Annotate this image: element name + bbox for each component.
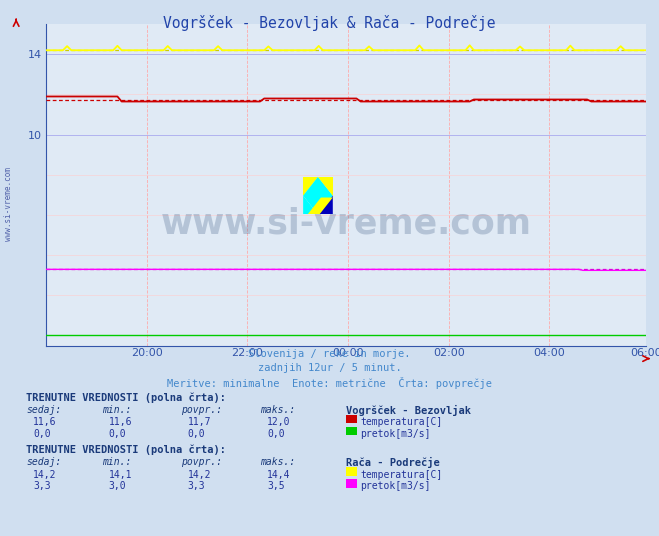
Text: 11,6: 11,6 xyxy=(33,417,57,427)
Text: maks.:: maks.: xyxy=(260,405,295,415)
Text: 0,0: 0,0 xyxy=(33,429,51,439)
Polygon shape xyxy=(318,177,333,196)
Polygon shape xyxy=(303,177,318,196)
Text: pretok[m3/s]: pretok[m3/s] xyxy=(360,481,431,492)
Text: www.si-vreme.com: www.si-vreme.com xyxy=(4,167,13,241)
Text: 14,2: 14,2 xyxy=(188,470,212,480)
Polygon shape xyxy=(318,196,333,214)
Text: Meritve: minimalne  Enote: metrične  Črta: povprečje: Meritve: minimalne Enote: metrične Črta:… xyxy=(167,377,492,389)
Text: maks.:: maks.: xyxy=(260,457,295,467)
Text: Rača - Podrečje: Rača - Podrečje xyxy=(346,457,440,468)
Text: 14,1: 14,1 xyxy=(109,470,132,480)
Text: zadnjih 12ur / 5 minut.: zadnjih 12ur / 5 minut. xyxy=(258,363,401,374)
Text: Vogršček - Bezovljak: Vogršček - Bezovljak xyxy=(346,405,471,416)
Text: www.si-vreme.com: www.si-vreme.com xyxy=(161,206,531,241)
Text: Vogršček - Bezovljak & Rača - Podrečje: Vogršček - Bezovljak & Rača - Podrečje xyxy=(163,15,496,31)
Text: min.:: min.: xyxy=(102,405,132,415)
Text: Slovenija / reke in morje.: Slovenija / reke in morje. xyxy=(248,349,411,360)
Text: 11,7: 11,7 xyxy=(188,417,212,427)
Text: 3,0: 3,0 xyxy=(109,481,127,492)
Text: TRENUTNE VREDNOSTI (polna črta):: TRENUTNE VREDNOSTI (polna črta): xyxy=(26,392,226,403)
Polygon shape xyxy=(308,198,333,214)
Text: 3,3: 3,3 xyxy=(33,481,51,492)
Text: 14,4: 14,4 xyxy=(267,470,291,480)
Text: TRENUTNE VREDNOSTI (polna črta):: TRENUTNE VREDNOSTI (polna črta): xyxy=(26,445,226,456)
Text: 12,0: 12,0 xyxy=(267,417,291,427)
Text: temperatura[C]: temperatura[C] xyxy=(360,470,443,480)
Text: 3,5: 3,5 xyxy=(267,481,285,492)
Text: 3,3: 3,3 xyxy=(188,481,206,492)
Polygon shape xyxy=(303,196,318,214)
Polygon shape xyxy=(303,177,333,214)
Text: sedaj:: sedaj: xyxy=(26,405,61,415)
Text: min.:: min.: xyxy=(102,457,132,467)
Text: 0,0: 0,0 xyxy=(188,429,206,439)
Text: pretok[m3/s]: pretok[m3/s] xyxy=(360,429,431,439)
Text: 11,6: 11,6 xyxy=(109,417,132,427)
Text: povpr.:: povpr.: xyxy=(181,405,222,415)
Text: temperatura[C]: temperatura[C] xyxy=(360,417,443,427)
Text: sedaj:: sedaj: xyxy=(26,457,61,467)
Text: 0,0: 0,0 xyxy=(109,429,127,439)
Text: 0,0: 0,0 xyxy=(267,429,285,439)
Text: povpr.:: povpr.: xyxy=(181,457,222,467)
Text: 14,2: 14,2 xyxy=(33,470,57,480)
